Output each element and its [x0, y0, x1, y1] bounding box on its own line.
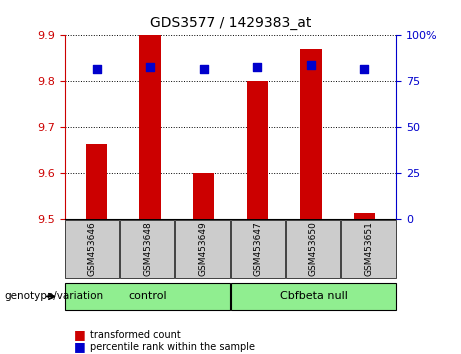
Text: GSM453650: GSM453650: [309, 221, 318, 276]
Bar: [193, 173, 214, 219]
Bar: [354, 212, 375, 219]
Text: genotype/variation: genotype/variation: [5, 291, 104, 302]
Point: [147, 64, 154, 69]
Point: [254, 64, 261, 69]
Bar: [300, 49, 321, 219]
Point: [200, 66, 207, 72]
Point: [307, 62, 314, 68]
Text: GSM453651: GSM453651: [364, 221, 373, 276]
Text: GSM453647: GSM453647: [254, 221, 263, 276]
Text: GSM453646: GSM453646: [88, 221, 97, 276]
Text: Cbfbeta null: Cbfbeta null: [279, 291, 348, 302]
Text: GSM453648: GSM453648: [143, 221, 152, 276]
Text: GSM453649: GSM453649: [198, 221, 207, 276]
Title: GDS3577 / 1429383_at: GDS3577 / 1429383_at: [150, 16, 311, 30]
Text: ■: ■: [74, 341, 85, 353]
Bar: [86, 143, 107, 219]
Bar: [140, 35, 161, 219]
Text: ■: ■: [74, 328, 85, 341]
Point: [361, 66, 368, 72]
Text: percentile rank within the sample: percentile rank within the sample: [90, 342, 255, 352]
Text: control: control: [128, 291, 167, 302]
Bar: [247, 81, 268, 219]
Point: [93, 66, 100, 72]
Text: transformed count: transformed count: [90, 330, 181, 339]
